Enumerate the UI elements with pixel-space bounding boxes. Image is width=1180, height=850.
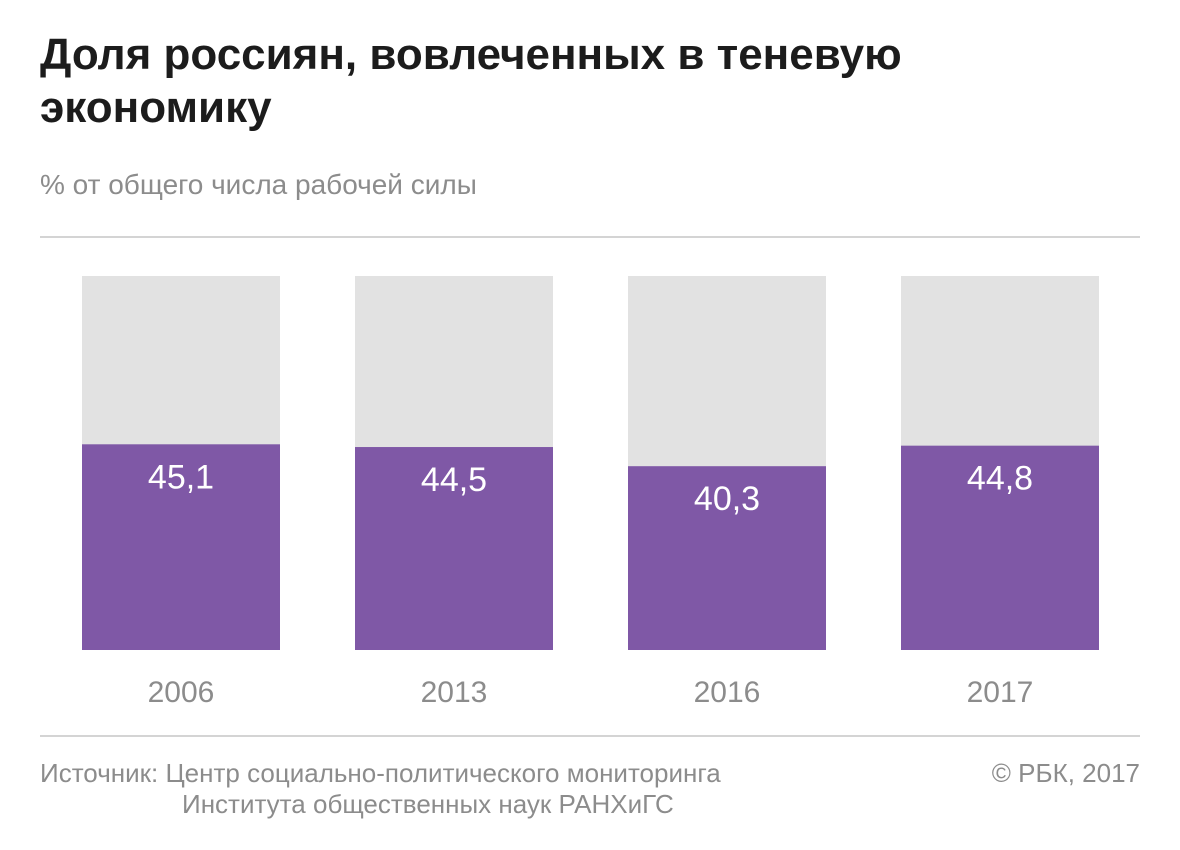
source-line-2: Института общественных наук РАНХиГС bbox=[182, 789, 674, 819]
bar-2006 bbox=[82, 444, 280, 650]
value-label-2006: 45,1 bbox=[148, 458, 214, 496]
category-label-2017: 2017 bbox=[967, 676, 1034, 709]
chart-subtitle: % от общего числа рабочей силы bbox=[40, 169, 477, 200]
chart-title-line-2: экономику bbox=[40, 83, 272, 132]
category-label-2006: 2006 bbox=[148, 676, 215, 709]
bar-2017 bbox=[901, 445, 1099, 650]
bar-2016 bbox=[628, 466, 826, 650]
bar-chart: 45,1 2006 44,5 2013 40,3 2016 44,8 2017 bbox=[82, 276, 1099, 709]
value-label-2017: 44,8 bbox=[967, 460, 1033, 498]
value-label-2013: 44,5 bbox=[421, 461, 487, 499]
copyright: © РБК, 2017 bbox=[991, 758, 1140, 788]
source-line-1: Источник: Центр социально-политического … bbox=[40, 758, 721, 788]
bar-2013 bbox=[355, 447, 553, 650]
source-note: Источник: Центр социально-политического … bbox=[40, 758, 721, 820]
value-label-2016: 40,3 bbox=[694, 480, 760, 518]
chart-title-line-1: Доля россиян, вовлеченных в теневую bbox=[40, 30, 902, 79]
category-label-2013: 2013 bbox=[421, 676, 488, 709]
category-label-2016: 2016 bbox=[694, 676, 761, 709]
top-divider bbox=[40, 236, 1140, 238]
bottom-divider bbox=[40, 735, 1140, 737]
chart-title: Доля россиян, вовлеченных в теневую экон… bbox=[40, 28, 1120, 134]
